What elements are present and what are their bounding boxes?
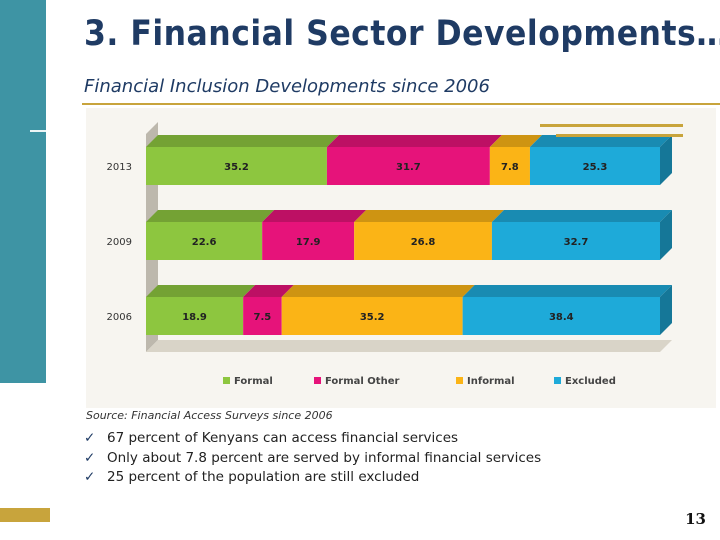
data-label: 35.2 xyxy=(360,312,385,323)
chart-subtitle: Financial Inclusion Developments since 2… xyxy=(84,76,490,97)
title-divider xyxy=(82,103,720,105)
bar-segment-top xyxy=(281,285,475,297)
finding-item: ✓ 67 percent of Kenyans can access financ… xyxy=(84,429,541,449)
gold-accent-line xyxy=(540,124,683,127)
chart-floor xyxy=(146,340,672,352)
page-number: 13 xyxy=(685,510,706,528)
legend-label: Informal xyxy=(467,376,515,387)
bar-segment xyxy=(243,297,282,335)
bar-segment xyxy=(281,297,463,335)
bar-segment-top xyxy=(146,135,339,147)
chart-area: 2013 35.2 31.7 7.8 25.3 2009 22.6 17.9 26.8 32.7 2… xyxy=(86,108,716,408)
legend-swatch xyxy=(554,377,561,384)
data-label: 17.9 xyxy=(296,237,321,248)
data-label: 38.4 xyxy=(549,312,574,323)
bar-segment-top xyxy=(491,210,672,222)
key-findings-list: ✓ 67 percent of Kenyans can access financ… xyxy=(84,429,541,488)
data-label: 25.3 xyxy=(583,162,608,173)
bar-segment-top xyxy=(529,135,672,147)
bar-segment-side xyxy=(660,135,672,185)
bar-segment xyxy=(529,147,660,185)
category-label: 2006 xyxy=(107,312,132,323)
bar-segment-top xyxy=(489,135,542,147)
bar-segment xyxy=(354,222,492,260)
bar-segment-top xyxy=(243,285,294,297)
check-icon: ✓ xyxy=(84,449,96,466)
legend-swatch xyxy=(223,377,230,384)
bar-segment-top xyxy=(262,210,367,222)
finding-item: ✓ 25 percent of the population are still … xyxy=(84,468,541,488)
bar-segment xyxy=(489,147,530,185)
bar-segment-top xyxy=(354,210,504,222)
bar-segment-top xyxy=(146,285,256,297)
bar-segment xyxy=(146,147,327,185)
data-label: 31.7 xyxy=(396,162,421,173)
bar-segment-side xyxy=(660,285,672,335)
slide-title: 3. Financial Sector Developments… xyxy=(84,14,720,54)
bar-segment-side xyxy=(660,210,672,260)
data-label: 35.2 xyxy=(224,162,249,173)
check-icon: ✓ xyxy=(84,469,96,485)
bar-segment xyxy=(262,222,355,260)
check-icon: ✓ xyxy=(84,430,96,446)
data-label: 7.5 xyxy=(254,312,272,323)
gold-accent-line xyxy=(556,134,683,137)
finding-text: 25 percent of the population are still e… xyxy=(107,469,420,485)
data-label: 26.8 xyxy=(411,237,436,248)
legend-label: Formal xyxy=(234,376,273,387)
left-accent-gap xyxy=(46,0,80,383)
chart-source: Source: Financial Access Surveys since 2… xyxy=(86,409,333,422)
category-label: 2013 xyxy=(107,162,132,173)
decorative-dash xyxy=(30,130,70,132)
bar-segment xyxy=(491,222,660,260)
stacked-bar-chart: 2013 35.2 31.7 7.8 25.3 2009 22.6 17.9 26.8 32.7 2… xyxy=(107,122,672,387)
legend-swatch xyxy=(314,377,321,384)
bar-segment xyxy=(146,297,244,335)
finding-text: 67 percent of Kenyans can access financi… xyxy=(107,430,459,446)
bar-segment-top xyxy=(462,285,672,297)
finding-text: Only about 7.8 percent are served by inf… xyxy=(107,449,542,466)
legend-label: Excluded xyxy=(565,376,616,387)
legend-label: Formal Other xyxy=(325,376,399,387)
finding-item: ✓ Only about 7.8 percent are served by in… xyxy=(84,449,541,469)
gold-accent-box xyxy=(0,508,50,522)
bar-segment xyxy=(146,222,263,260)
bar-segment xyxy=(326,147,490,185)
left-accent-band xyxy=(0,0,46,383)
bar-segment-top xyxy=(146,210,275,222)
legend-swatch xyxy=(456,377,463,384)
data-label: 7.8 xyxy=(501,162,519,173)
data-label: 18.9 xyxy=(182,312,207,323)
data-label: 32.7 xyxy=(564,237,589,248)
category-label: 2009 xyxy=(107,237,132,248)
data-label: 22.6 xyxy=(192,237,217,248)
bar-segment-top xyxy=(326,135,502,147)
bar-segment xyxy=(462,297,660,335)
